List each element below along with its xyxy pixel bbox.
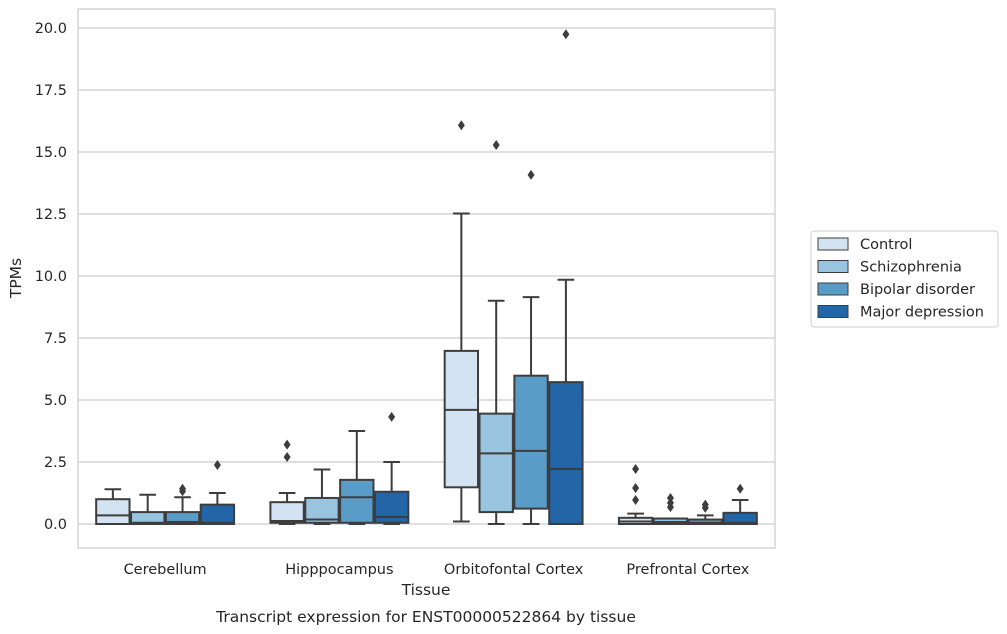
box-groups bbox=[95, 29, 758, 526]
box-iqr bbox=[548, 381, 584, 526]
outlier-point bbox=[562, 29, 570, 40]
box-3-3 bbox=[722, 483, 758, 526]
box-3-1 bbox=[652, 492, 689, 526]
outlier-point bbox=[213, 459, 221, 470]
box-0-3 bbox=[199, 459, 236, 526]
chart-caption: Transcript expression for ENST0000052286… bbox=[215, 608, 636, 626]
box-0-2 bbox=[164, 483, 201, 526]
x-tick-label: Cerebellum bbox=[124, 562, 207, 578]
y-tick-label: 10.0 bbox=[35, 269, 67, 285]
box-2-1 bbox=[478, 140, 514, 525]
box-2-2 bbox=[513, 169, 549, 525]
box-iqr bbox=[478, 412, 514, 514]
box-0-1 bbox=[130, 493, 166, 526]
y-tick-label: 5.0 bbox=[44, 393, 67, 409]
legend-label: Major depression bbox=[860, 305, 984, 321]
legend-swatch bbox=[817, 282, 849, 296]
legend-swatch bbox=[817, 305, 849, 318]
box-2-0 bbox=[443, 120, 480, 523]
box-iqr bbox=[443, 349, 480, 489]
x-axis-label: Tissue bbox=[401, 581, 451, 599]
y-tick-label: 12.5 bbox=[35, 207, 67, 223]
y-tick-label: 15.0 bbox=[35, 145, 67, 161]
box-1-0 bbox=[269, 439, 305, 525]
x-tick-label: Prefrontal Cortex bbox=[626, 562, 749, 578]
outlier-point bbox=[736, 483, 744, 494]
box-2-3 bbox=[548, 29, 584, 526]
outlier-point bbox=[701, 499, 709, 510]
outlier-point bbox=[388, 411, 396, 422]
legend-label: Control bbox=[860, 237, 912, 253]
y-axis-label: TPMs bbox=[7, 258, 25, 299]
x-tick-labels: Cerebellum Hipppocampus Orbitofontal Corte… bbox=[124, 562, 750, 578]
x-tick-label: Orbitofontal Cortex bbox=[444, 562, 584, 578]
box-0-0 bbox=[95, 488, 131, 526]
box-iqr bbox=[373, 490, 410, 524]
box-iqr bbox=[130, 511, 166, 526]
outlier-point bbox=[179, 483, 187, 494]
y-tick-label: 17.5 bbox=[35, 83, 67, 99]
legend-label: Bipolar disorder bbox=[860, 282, 975, 298]
plot-frame bbox=[77, 8, 776, 549]
outlier-point bbox=[666, 492, 674, 503]
y-tick-label: 20.0 bbox=[35, 21, 67, 37]
legend-frame bbox=[810, 230, 999, 328]
box-3-0 bbox=[617, 463, 654, 525]
plot-background bbox=[78, 9, 775, 548]
legend-label: Schizophrenia bbox=[860, 260, 962, 276]
outlier-point bbox=[632, 483, 640, 494]
outlier-point bbox=[527, 169, 535, 180]
outlier-point bbox=[632, 463, 640, 474]
box-3-2 bbox=[687, 499, 723, 526]
box-iqr bbox=[339, 478, 375, 524]
box-iqr bbox=[269, 501, 305, 524]
box-iqr bbox=[95, 498, 131, 526]
y-tick-label: 0.0 bbox=[44, 517, 67, 533]
box-iqr bbox=[164, 511, 201, 526]
y-tick-label: 7.5 bbox=[44, 331, 67, 347]
y-tick-labels: 0.0 2.5 5.0 7.5 10.0 12.5 15.0 17.5 20.0 bbox=[35, 21, 67, 533]
box-iqr bbox=[722, 511, 758, 526]
box-1-2 bbox=[339, 430, 375, 525]
box-iqr bbox=[199, 503, 236, 526]
legend: Control Schizophrenia Bipolar disorder Majo… bbox=[810, 230, 999, 328]
outlier-point bbox=[492, 140, 500, 151]
box-iqr bbox=[513, 374, 549, 510]
legend-swatch bbox=[817, 260, 849, 273]
x-tick-label: Hipppocampus bbox=[285, 562, 393, 578]
outlier-point bbox=[283, 452, 291, 463]
outlier-point bbox=[632, 494, 640, 505]
box-1-3 bbox=[373, 411, 410, 525]
y-tick-label: 2.5 bbox=[44, 455, 67, 471]
outlier-point bbox=[457, 120, 465, 131]
outlier-point bbox=[283, 439, 291, 450]
legend-swatch bbox=[817, 237, 849, 251]
box-1-1 bbox=[304, 468, 340, 525]
